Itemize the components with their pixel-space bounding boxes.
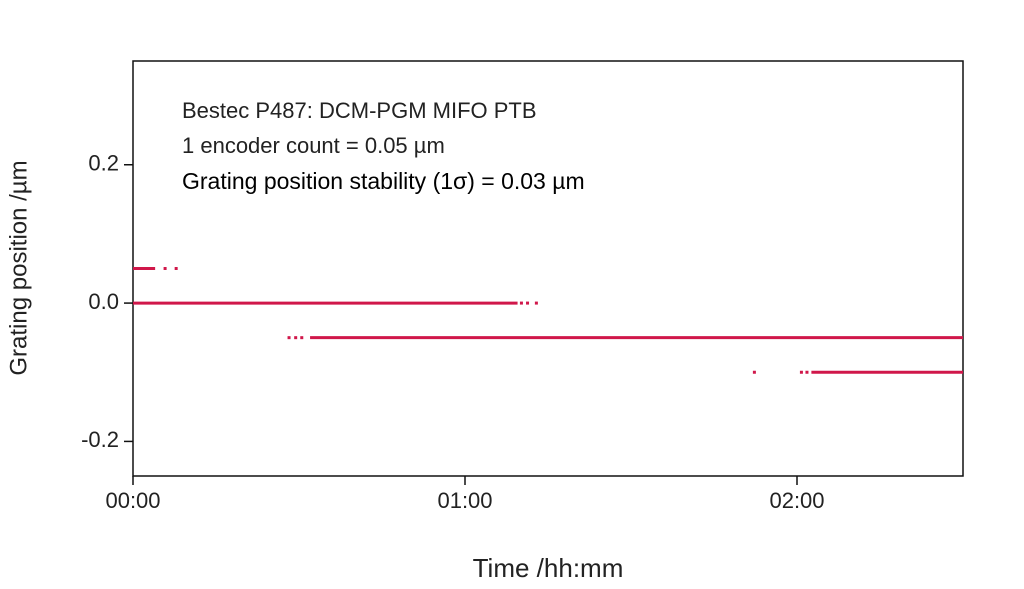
plot-frame <box>132 60 964 477</box>
y-tick-label: -0.2 <box>81 427 119 452</box>
data-point <box>534 301 538 305</box>
data-point <box>174 267 178 270</box>
x-axis-label: Time /hh:mm <box>473 553 624 583</box>
annotation: Grating position stability (1σ) = 0.03 µ… <box>182 168 585 194</box>
x-tick-label: 00:00 <box>105 488 160 513</box>
data-point <box>526 301 530 305</box>
y-tick-label: 0.2 <box>88 151 119 176</box>
data-point <box>752 370 756 374</box>
data-point <box>294 336 298 340</box>
data-point <box>519 301 523 305</box>
y-axis-label: Grating position /µm <box>5 160 32 375</box>
data-point <box>163 267 167 270</box>
y-tick-label: 0.0 <box>88 289 119 314</box>
data-point <box>287 336 291 340</box>
data-point <box>805 370 809 374</box>
x-tick-label: 02:00 <box>769 488 824 513</box>
annotation: Bestec P487: DCM-PGM MIFO PTB <box>182 98 537 123</box>
annotation: 1 encoder count = 0.05 µm <box>182 133 445 158</box>
data-point <box>300 336 304 340</box>
x-tick-label: 01:00 <box>437 488 492 513</box>
data-point <box>799 370 803 374</box>
